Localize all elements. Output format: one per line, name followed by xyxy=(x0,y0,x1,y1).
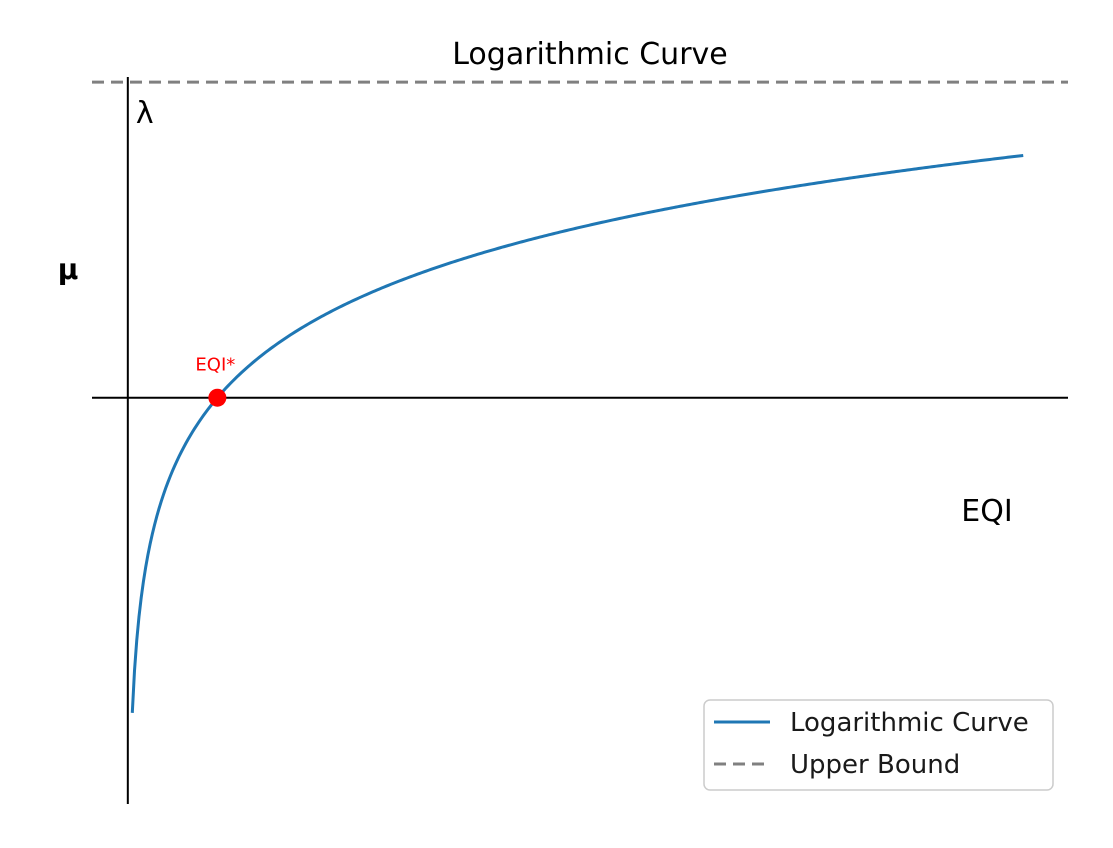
legend-label-upper-bound: Upper Bound xyxy=(790,750,960,780)
chart-title: Logarithmic Curve xyxy=(452,37,728,72)
lambda-annotation: λ xyxy=(136,96,154,131)
eqi-star-annotation: EQI* xyxy=(195,355,235,376)
y-axis-label: μ xyxy=(58,253,79,286)
legend-label-logarithmic-curve: Logarithmic Curve xyxy=(790,708,1029,738)
legend-box xyxy=(703,699,1054,791)
logarithmic-curve-line xyxy=(130,153,1024,713)
eqi-star-point xyxy=(208,388,227,407)
x-axis-label: EQI xyxy=(961,494,1012,529)
legend: Logarithmic Curve Upper Bound xyxy=(703,699,1054,791)
axes xyxy=(92,77,1068,804)
